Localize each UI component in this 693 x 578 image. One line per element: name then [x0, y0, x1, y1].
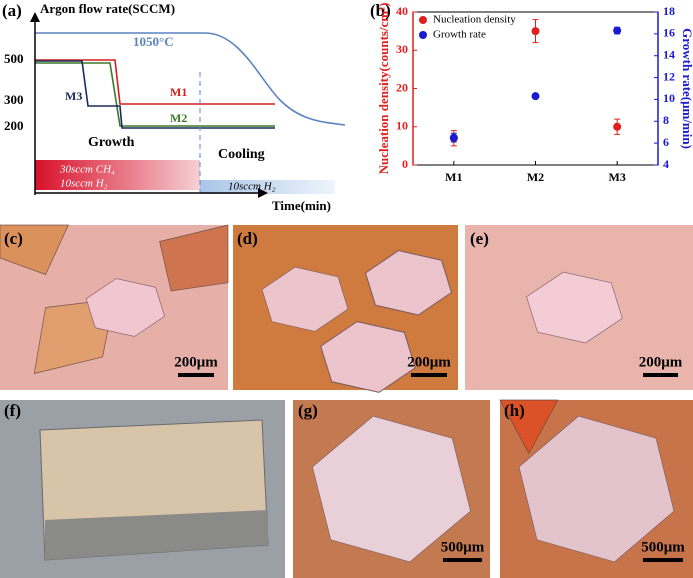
schematic-text: Cooling [218, 147, 265, 162]
panel-label: (b) [370, 1, 391, 20]
domain [320, 321, 416, 393]
scale-bar-label: 200μm [407, 354, 451, 370]
y2-tick-label: 16 [663, 26, 675, 40]
grain [0, 224, 69, 275]
x-tick-label: M3 [609, 170, 626, 184]
schematic-text: 200 [4, 118, 24, 133]
point [449, 133, 458, 142]
y-tick-label: 30 [396, 42, 408, 56]
point [531, 27, 540, 36]
y2-axis-title: Growth rate(μm/min) [680, 28, 693, 149]
foil-edge [45, 510, 268, 560]
panel-label: (c) [4, 229, 23, 248]
y2-tick-label: 4 [663, 157, 669, 171]
grain [499, 399, 559, 455]
domain [518, 415, 675, 563]
scale-bar-label: 500μm [441, 539, 485, 555]
schematic-text: M3 [65, 89, 82, 103]
scale-bar-label: 200μm [174, 354, 218, 370]
legend-marker [419, 31, 427, 39]
scale-bar-label: 500μm [641, 539, 685, 555]
y-axis-title: Nucleation density(counts/cm²) [376, 3, 391, 175]
y2-tick-label: 18 [663, 4, 675, 18]
scale-bar-label: 200μm [639, 354, 683, 370]
y2-tick-label: 10 [663, 91, 675, 105]
panel-label: (e) [470, 229, 489, 248]
point [531, 92, 540, 101]
domain [364, 250, 453, 316]
y2-tick-label: 12 [663, 69, 675, 83]
m3-line [35, 60, 275, 129]
domain [312, 415, 471, 563]
schematic-text: 10sccm H₂ [60, 178, 108, 190]
schematic-text: Time(min) [272, 198, 331, 213]
temperature-curve [35, 32, 346, 126]
point [613, 26, 622, 35]
legend-label: Growth rate [433, 29, 486, 41]
y2-tick-label: 14 [663, 47, 675, 61]
m2-line [35, 62, 275, 127]
schematic-text: M2 [170, 111, 187, 125]
y-tick-label: 40 [396, 4, 408, 18]
x-tick-label: M2 [527, 170, 544, 184]
schematic [30, 12, 346, 198]
schematic-text: 1050°C [133, 34, 174, 49]
grain [159, 224, 229, 292]
legend-label: Nucleation density [433, 14, 516, 26]
panel-label: (g) [298, 401, 318, 420]
panel-label: (f) [4, 401, 21, 420]
schematic-text: M1 [170, 85, 187, 99]
axes [34, 18, 262, 195]
domain [526, 271, 623, 344]
y-tick-label: 0 [402, 157, 408, 171]
schematic-text: 30sccm CH₄ [59, 164, 115, 176]
schematic-text: 10sccm H₂ [228, 181, 276, 193]
panel-label: (h) [504, 401, 525, 420]
y-tick-label: 10 [396, 119, 408, 133]
domain [261, 266, 349, 332]
y2-tick-label: 6 [663, 135, 669, 149]
schematic-text: Growth [88, 135, 135, 150]
schematic-text: 500 [4, 51, 24, 66]
domain [85, 278, 165, 337]
schematic-text: 300 [4, 92, 24, 107]
y2-tick-label: 8 [663, 113, 669, 127]
cooling-box [200, 180, 335, 194]
panel-label: (a) [2, 1, 22, 20]
x-tick-label: M1 [445, 170, 462, 184]
y-tick-label: 20 [396, 80, 408, 94]
m1-line [35, 59, 275, 105]
panel-label: (d) [237, 229, 258, 248]
schematic-text: Argon flow rate(SCCM) [40, 1, 175, 16]
legend-marker [419, 16, 427, 24]
point [613, 122, 622, 131]
growth-box [35, 160, 200, 190]
